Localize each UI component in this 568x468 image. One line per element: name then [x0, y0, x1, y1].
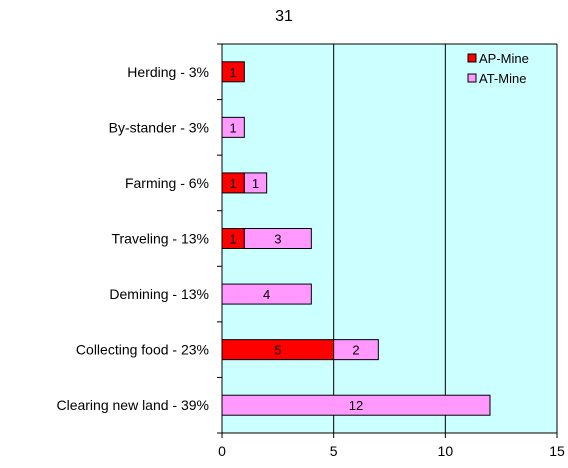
- bar-value-label: 3: [274, 232, 281, 247]
- legend-swatch-ap-mine: [467, 53, 477, 63]
- bar-value-label: 1: [230, 176, 237, 191]
- category-label: Demining - 13%: [109, 286, 209, 302]
- category-label: Clearing new land - 39%: [56, 397, 209, 413]
- x-tick-label: 0: [218, 443, 226, 459]
- x-tick-label: 10: [438, 443, 454, 459]
- bar-value-label: 5: [274, 343, 281, 358]
- category-label: Traveling - 13%: [111, 231, 209, 247]
- bar-value-label: 1: [252, 176, 259, 191]
- bar-value-label: 12: [349, 398, 363, 413]
- bar-at-mine: [243, 228, 312, 249]
- legend-label: AP-Mine: [479, 51, 529, 66]
- legend-label: AT-Mine: [479, 71, 526, 86]
- bar-value-label: 2: [352, 343, 359, 358]
- chart-title: 31: [275, 8, 293, 25]
- bar-at-mine: [333, 339, 379, 361]
- category-label: By-stander - 3%: [109, 119, 209, 135]
- x-tick-label: 5: [330, 443, 338, 459]
- bar-value-label: 1: [230, 232, 237, 247]
- bar-value-label: 1: [230, 65, 237, 80]
- legend: AP-Mine AT-Mine: [467, 51, 529, 86]
- category-label: Herding - 3%: [127, 64, 209, 80]
- x-tick-label: 15: [549, 443, 565, 459]
- category-label: Farming - 6%: [125, 175, 209, 191]
- legend-swatch-at-mine: [467, 73, 477, 83]
- bar-at-mine: [243, 172, 268, 194]
- bar-value-label: 4: [263, 287, 270, 302]
- bar-value-label: 1: [230, 120, 237, 135]
- category-label: Collecting food - 23%: [76, 342, 209, 358]
